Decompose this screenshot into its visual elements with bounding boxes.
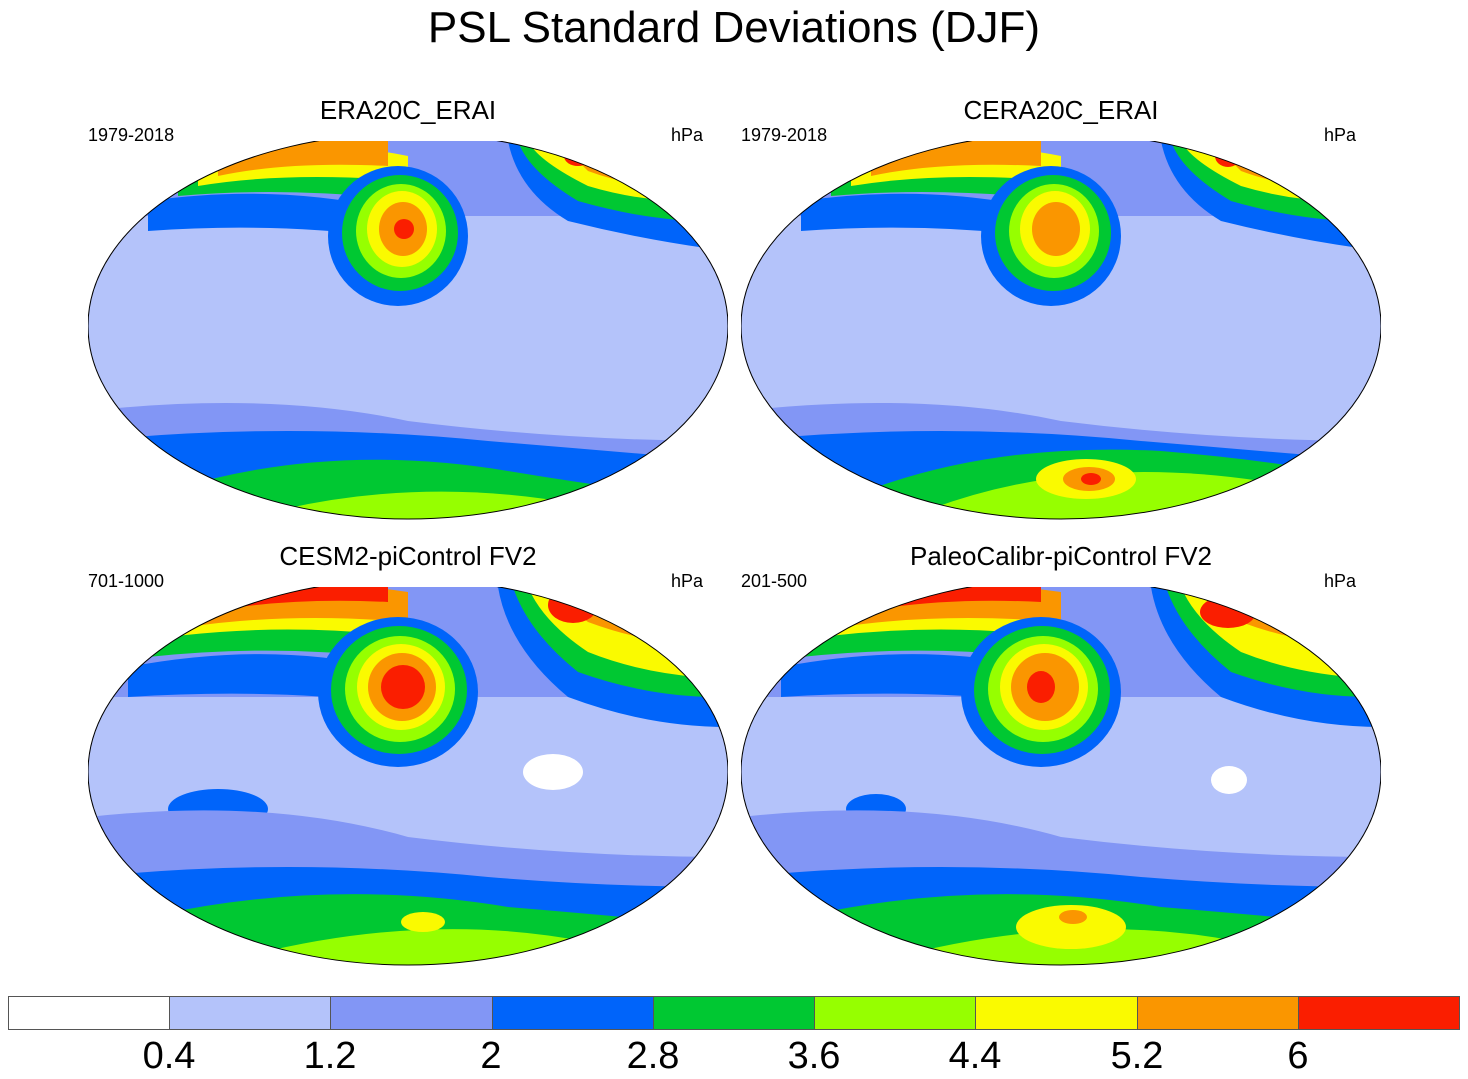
colorbar-box: [653, 997, 816, 1029]
panel-units: hPa: [1323, 571, 1356, 591]
panel-period: 1979-2018: [88, 125, 175, 145]
map-plot: [741, 587, 1381, 966]
panel-title: CERA20C_ERAI: [963, 95, 1159, 125]
colorbar-label: 2.8: [626, 1035, 680, 1077]
colorbar-box: [9, 997, 171, 1029]
colorbar-label: 1.2: [303, 1035, 357, 1077]
panel-period: 201-500: [741, 571, 808, 591]
colorbar-label: 3.6: [787, 1035, 841, 1077]
panel-title: PaleoCalibr-piControl FV2: [909, 541, 1213, 571]
colorbar-label: 5.2: [1110, 1035, 1164, 1077]
map-panel-cera20c: CERA20C_ERAI 1979-2018 hPa: [741, 95, 1381, 535]
colorbar-box: [976, 997, 1138, 1029]
panel-period: 701-1000: [88, 571, 165, 591]
panel-period: 1979-2018: [741, 125, 828, 145]
colorbar-box: [170, 997, 332, 1029]
map-plot: [88, 587, 728, 966]
figure-title: PSL Standard Deviations (DJF): [427, 3, 1041, 52]
colorbar-label: 6: [1287, 1035, 1309, 1077]
panel-title: CESM2-piControl FV2: [279, 541, 537, 571]
map-panel-paleocalibr: PaleoCalibr-piControl FV2 201-500 hPa: [741, 541, 1381, 981]
colorbar-label: 0.4: [142, 1035, 196, 1077]
colorbar-box: [492, 997, 654, 1029]
panel-units: hPa: [1323, 125, 1356, 145]
map-panel-era20c: ERA20C_ERAI 1979-2018 hPa: [88, 95, 728, 535]
map-panel-cesm2: CESM2-piControl FV2 701-1000 hPa: [88, 541, 728, 981]
panel-title: ERA20C_ERAI: [319, 95, 497, 125]
panel-units: hPa: [670, 125, 703, 145]
map-plot: [88, 141, 728, 520]
colorbar-box: [1298, 997, 1459, 1029]
panel-units: hPa: [670, 571, 703, 591]
colorbar-box: [1137, 997, 1299, 1029]
map-plot: [741, 141, 1381, 520]
colorbar-label: 2: [480, 1035, 502, 1077]
colorbar-label: 4.4: [948, 1035, 1002, 1077]
colorbar: [8, 996, 1460, 1030]
colorbar-box: [331, 997, 493, 1029]
colorbar-box: [815, 997, 977, 1029]
